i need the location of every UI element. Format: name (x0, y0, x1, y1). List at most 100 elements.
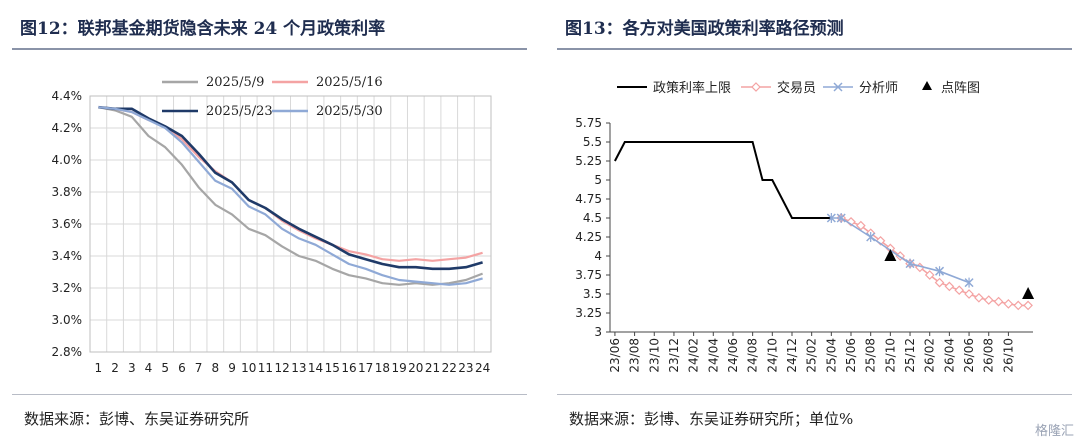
x-tick-label: 3 (128, 361, 136, 375)
legend-label: 2025/5/16 (316, 75, 383, 90)
y-tick-label: 4.75 (575, 192, 602, 206)
x-tick-label: 18 (375, 361, 390, 375)
x-tick-label: 24/10 (765, 338, 779, 373)
y-tick-label: 3 (594, 325, 602, 339)
x-tick-label: 23/10 (647, 338, 661, 373)
data-point (944, 281, 955, 292)
x-tick-label: 5 (161, 361, 169, 375)
y-tick-label: 5 (594, 173, 602, 187)
x-tick-label: 25/12 (903, 338, 917, 373)
x-tick-label: 26/02 (923, 338, 937, 373)
right-panel: 图13：各方对美国政策利率路径预测 3 3.25 3.5 3.75 4 4.25 4.5 4.… (545, 0, 1080, 443)
x-tick-label: 26/04 (942, 338, 956, 373)
plot-frame (89, 95, 492, 353)
y-tick-label: 3.0% (52, 313, 83, 327)
left-panel: 图12：联邦基金期货隐含未来 24 个月政策利率 2.8% 3.0% 3.2% 3.4… (0, 0, 535, 443)
left-source-rule (12, 394, 527, 395)
x-tick-label: 23/08 (628, 338, 642, 373)
data-point (974, 292, 984, 303)
series-line (98, 106, 483, 286)
x-tick-label: 7 (195, 361, 203, 375)
y-tick-label: 4.25 (575, 230, 602, 244)
data-point (1013, 300, 1024, 311)
x-tick-label: 25/06 (844, 338, 858, 373)
y-tick-label: 3.4% (52, 249, 83, 263)
data-point (954, 285, 965, 296)
data-point (905, 258, 915, 269)
left-chart-title: 图12：联邦基金期货隐含未来 24 个月政策利率 (20, 19, 386, 39)
x-tick-label: 25/02 (805, 338, 819, 373)
x-tick-label: 2 (111, 361, 119, 375)
data-point (836, 213, 846, 223)
data-point (983, 295, 994, 305)
x-tick-label: 26/10 (1001, 338, 1015, 373)
data-point (924, 270, 935, 280)
series-line (98, 105, 483, 271)
right-chart-title: 图13：各方对美国政策利率路径预测 (565, 19, 844, 39)
x-tick-label: 19 (391, 361, 406, 375)
data-point (856, 220, 866, 231)
right-title-rule (557, 48, 1072, 50)
x-tick-label: 25/04 (824, 338, 838, 373)
x-tick-label: 10 (241, 361, 256, 375)
x-tick-label: 1 (95, 361, 103, 375)
left-source-note: 数据来源：彭博、东吴证券研究所 (24, 410, 250, 428)
data-point (935, 266, 945, 277)
y-tick-label: 4.0% (52, 153, 83, 167)
x-tick-label: 12 (275, 361, 290, 375)
legend-label: 交易员 (777, 80, 816, 96)
y-tick-label: 3.75 (575, 268, 602, 282)
x-tick-label: 15 (325, 361, 340, 375)
y-tick-label: 3.2% (52, 281, 83, 295)
x-tick-label: 16 (341, 361, 356, 375)
data-point (934, 277, 945, 288)
x-tick-label: 14 (308, 361, 323, 375)
data-point (884, 249, 897, 261)
y-tick-label: 3.25 (575, 306, 602, 320)
x-tick-label: 25/10 (883, 338, 897, 373)
x-tick-label: 8 (211, 361, 219, 375)
x-tick-label: 24 (475, 361, 490, 375)
y-tick-label: 4.2% (52, 121, 83, 135)
legend-label: 分析师 (859, 81, 898, 96)
data-point (964, 277, 974, 288)
x-tick-label: 22 (442, 361, 457, 375)
x-tick-label: 13 (291, 361, 306, 375)
y-tick-label: 4.5 (583, 211, 602, 225)
legend-label: 2025/5/23 (206, 104, 273, 119)
data-point (826, 213, 836, 223)
x-tick-label: 24/04 (706, 338, 720, 373)
series-line (614, 141, 832, 219)
data-point (964, 289, 974, 299)
x-tick-label: 21 (425, 361, 440, 375)
y-tick-label: 5.75 (575, 116, 602, 130)
legend-marker (833, 82, 843, 92)
series-line (831, 217, 970, 284)
x-tick-label: 24/06 (726, 338, 740, 373)
x-tick-label: 6 (178, 361, 186, 375)
legend-label: 点阵图 (941, 81, 980, 96)
y-tick-label: 5.25 (575, 154, 602, 168)
x-tick-label: 4 (145, 361, 153, 375)
legend-label: 2025/5/9 (206, 75, 264, 90)
x-tick-label: 23/12 (667, 338, 681, 373)
data-point (993, 296, 1004, 307)
x-tick-label: 24/08 (746, 338, 760, 373)
left-chart: 2.8%3.0%3.2%3.4%3.6%3.8%4.0%4.2%4.4%1 2 3 4… (52, 75, 492, 375)
legend-marker (751, 82, 761, 92)
x-tick-label: 17 (358, 361, 373, 375)
x-tick-label: 26/08 (982, 338, 996, 373)
y-tick-label: 3.8% (52, 185, 83, 199)
x-tick-label: 25/08 (864, 338, 878, 373)
y-tick-label: 2.8% (52, 345, 83, 359)
legend-label: 2025/5/30 (316, 104, 383, 119)
series-line (98, 106, 483, 286)
data-point (1022, 287, 1035, 299)
y-tick-label: 3.6% (52, 217, 83, 231)
x-tick-label: 11 (258, 361, 273, 375)
y-tick-label: 3.5 (583, 287, 602, 301)
y-tick-label: 4 (594, 249, 602, 263)
y-tick-label: 5.5 (583, 135, 602, 149)
right-source-rule (557, 394, 1072, 395)
x-tick-label: 26/06 (962, 338, 976, 373)
